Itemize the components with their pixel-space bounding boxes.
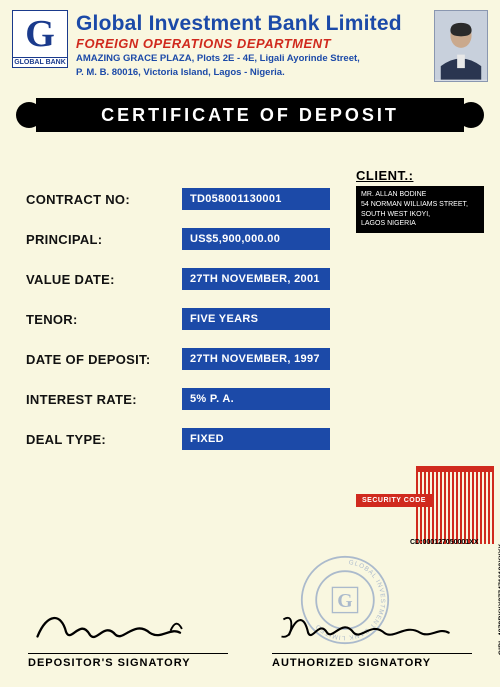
bank-name: Global Investment Bank Limited: [76, 12, 426, 36]
field-row: INTEREST RATE: 5% P. A.: [26, 388, 366, 410]
field-value: 5% P. A.: [182, 388, 330, 410]
depositor-signature-block: DEPOSITOR'S SIGNATORY: [28, 608, 228, 669]
field-value: 27TH NOVEMBER, 1997: [182, 348, 330, 370]
depositor-signature-icon: [28, 608, 218, 646]
bank-logo: G GLOBAL BANK: [12, 10, 68, 82]
department-name: FOREIGN OPERATIONS DEPARTMENT: [76, 36, 426, 51]
certificate-fields: CONTRACT NO: TD058001130001 PRINCIPAL: U…: [26, 188, 366, 450]
authorized-signature-icon: [272, 608, 462, 646]
field-label: DEAL TYPE:: [26, 432, 182, 447]
field-row: TENOR: FIVE YEARS: [26, 308, 366, 330]
field-label: CONTRACT NO:: [26, 192, 182, 207]
field-value: TD058001130001: [182, 188, 330, 210]
field-label: TENOR:: [26, 312, 182, 327]
field-row: PRINCIPAL: US$5,900,000.00: [26, 228, 366, 250]
field-value: FIVE YEARS: [182, 308, 330, 330]
field-row: DATE OF DEPOSIT: 27TH NOVEMBER, 1997: [26, 348, 366, 370]
client-details: MR. ALLAN BODINE 54 NORMAN WILLIAMS STRE…: [356, 186, 484, 233]
field-label: DATE OF DEPOSIT:: [26, 352, 182, 367]
depositor-signature-label: DEPOSITOR'S SIGNATORY: [28, 653, 228, 669]
header-text-block: Global Investment Bank Limited FOREIGN O…: [76, 10, 426, 82]
address-line-2: P. M. B. 80016, Victoria Island, Lagos -…: [76, 67, 426, 79]
person-icon: [435, 10, 487, 81]
client-heading: CLIENT.:: [356, 168, 484, 183]
document-header: G GLOBAL BANK Global Investment Bank Lim…: [0, 0, 500, 86]
barcode-code-horizontal: CD:000127050001XX: [410, 539, 479, 546]
field-row: DEAL TYPE: FIXED: [26, 428, 366, 450]
field-label: PRINCIPAL:: [26, 232, 182, 247]
address-line-1: AMAZING GRACE PLAZA, Plots 2E - 4E, Liga…: [76, 53, 426, 65]
client-box: CLIENT.: MR. ALLAN BODINE 54 NORMAN WILL…: [356, 168, 484, 233]
security-code-label: SECURITY CODE: [356, 494, 432, 507]
field-value: FIXED: [182, 428, 330, 450]
logo-letter: G: [12, 10, 68, 58]
signatures-row: DEPOSITOR'S SIGNATORY AUTHORIZED SIGNATO…: [28, 608, 472, 669]
security-barcode-area: SECURITY CODE CD:000127050001XX GIBL-487…: [374, 466, 494, 544]
authorized-signature-block: AUTHORIZED SIGNATORY: [272, 608, 472, 669]
field-label: INTEREST RATE:: [26, 392, 182, 407]
logo-label: GLOBAL BANK: [12, 58, 68, 68]
authorized-signature-label: AUTHORIZED SIGNATORY: [272, 653, 472, 669]
field-value: 27TH NOVEMBER, 2001: [182, 268, 330, 290]
field-value: US$5,900,000.00: [182, 228, 330, 250]
certificate-title: CERTIFICATE OF DEPOSIT: [36, 98, 464, 132]
client-photo: [434, 10, 488, 82]
field-row: CONTRACT NO: TD058001130001: [26, 188, 366, 210]
certificate-title-bar: CERTIFICATE OF DEPOSIT: [22, 98, 478, 132]
field-label: VALUE DATE:: [26, 272, 182, 287]
field-row: VALUE DATE: 27TH NOVEMBER, 2001: [26, 268, 366, 290]
